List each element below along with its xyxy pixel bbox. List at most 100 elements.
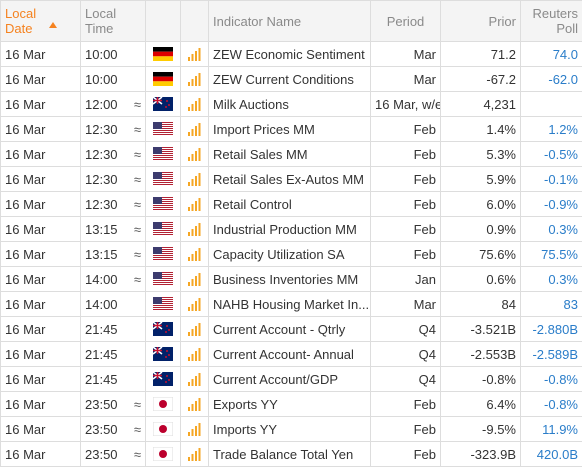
prior: -9.5% <box>482 421 516 437</box>
cell <box>520 91 582 117</box>
date: 16 Mar <box>5 121 46 137</box>
cell: -62.0 <box>520 66 582 92</box>
period: Mar <box>413 296 436 312</box>
header-cell[interactable]: Local Date <box>0 0 81 42</box>
importance-bars <box>187 348 200 361</box>
cell: 12:30 ≈ <box>80 116 146 142</box>
cell <box>145 141 181 167</box>
flag <box>153 397 173 411</box>
time: 12:30 <box>85 146 118 162</box>
poll: -0.5% <box>544 146 578 162</box>
prior: 5.3% <box>486 146 516 162</box>
event-row[interactable]: 16 Mar 23:50 ≈ Trade Balance Total Yen Feb -3… <box>0 441 582 467</box>
header-cell[interactable]: Local Time <box>80 0 146 42</box>
event-row[interactable]: 16 Mar 12:30 ≈ Retail Sales Ex-Autos MM Feb 5… <box>0 166 582 192</box>
header-text: Local Time <box>85 6 117 36</box>
importance-bars <box>187 198 200 211</box>
event-row[interactable]: 16 Mar 23:50 ≈ Exports YY Feb 6.4% -0.8% <box>0 391 582 417</box>
date: 16 Mar <box>5 296 46 312</box>
header-row: Local Date Local Time Indicator Name Per… <box>0 0 582 42</box>
flag <box>153 172 173 185</box>
event-row[interactable]: 16 Mar 23:50 ≈ Imports YY Feb -9.5% 11.9% <box>0 416 582 442</box>
cell: 12:30 ≈ <box>80 191 146 217</box>
event-row[interactable]: 16 Mar 12:00 ≈ Milk Auctions 16 Mar, w/e 4,23… <box>0 91 582 117</box>
header-cell[interactable]: Prior <box>440 0 521 42</box>
cell: Business Inventories MM <box>208 266 371 292</box>
cell: 16 Mar <box>0 341 81 367</box>
prior: 5.9% <box>486 171 516 187</box>
volatility-icon: ≈ <box>133 196 141 212</box>
event-row[interactable]: 16 Mar 12:30 ≈ Import Prices MM Feb 1.4% 1.2% <box>0 116 582 142</box>
importance-bars <box>187 173 200 186</box>
header-cell <box>145 0 181 42</box>
flag <box>153 347 173 361</box>
flag <box>153 222 173 235</box>
cell: 16 Mar <box>0 366 81 392</box>
indicator-name: Milk Auctions <box>213 96 289 112</box>
cell: Capacity Utilization SA <box>208 241 371 267</box>
cell: 83 <box>520 291 582 317</box>
cell: -0.9% <box>520 191 582 217</box>
cell <box>180 141 209 167</box>
prior: -67.2 <box>486 71 516 87</box>
flag <box>153 147 173 160</box>
period: Feb <box>413 146 436 162</box>
event-row[interactable]: 16 Mar 10:00 ZEW Economic Sentiment Mar 71.2… <box>0 41 582 67</box>
importance-bars <box>187 123 200 136</box>
cell <box>145 216 181 242</box>
indicator-name: Exports YY <box>213 396 278 412</box>
cell: 13:15 ≈ <box>80 241 146 267</box>
prior: -3.521B <box>470 321 516 337</box>
volatility-icon: ≈ <box>133 271 141 287</box>
header-cell[interactable]: Period <box>370 0 441 42</box>
cell: 6.4% <box>440 391 521 417</box>
indicator-name: Retail Sales MM <box>213 146 308 162</box>
cell <box>180 216 209 242</box>
time: 10:00 <box>85 46 118 62</box>
indicator-name: Business Inventories MM <box>213 271 359 287</box>
time: 12:00 <box>85 96 118 112</box>
cell: Feb <box>370 391 441 417</box>
cell: 16 Mar <box>0 241 81 267</box>
indicator-name: ZEW Current Conditions <box>213 71 354 87</box>
header-text: Reuters Poll <box>532 6 578 36</box>
importance-bars <box>187 323 200 336</box>
time: 12:30 <box>85 196 118 212</box>
event-row[interactable]: 16 Mar 10:00 ZEW Current Conditions Mar -67.… <box>0 66 582 92</box>
header-cell[interactable]: Indicator Name <box>208 0 371 42</box>
cell: ZEW Economic Sentiment <box>208 41 371 67</box>
cell: 10:00 <box>80 41 146 67</box>
cell: Feb <box>370 216 441 242</box>
cell: 12:00 ≈ <box>80 91 146 117</box>
event-row[interactable]: 16 Mar 21:45 Current Account/GDP Q4 -0.8% -0.… <box>0 366 582 392</box>
cell <box>145 91 181 117</box>
event-row[interactable]: 16 Mar 12:30 ≈ Retail Control Feb 6.0% -0.9% <box>0 191 582 217</box>
period: Feb <box>413 171 436 187</box>
event-row[interactable]: 16 Mar 14:00 ≈ Business Inventories MM Jan 0.… <box>0 266 582 292</box>
importance-bars <box>187 373 200 386</box>
cell: Current Account/GDP <box>208 366 371 392</box>
event-row[interactable]: 16 Mar 21:45 Current Account- Annual Q4 -2.5… <box>0 341 582 367</box>
cell <box>145 441 181 467</box>
event-row[interactable]: 16 Mar 14:00 NAHB Housing Market In... Mar 8… <box>0 291 582 317</box>
cell <box>145 266 181 292</box>
poll: 420.0B <box>536 446 578 462</box>
header-cell[interactable]: Reuters Poll <box>520 0 582 42</box>
poll: -0.8% <box>544 371 578 387</box>
period: Feb <box>413 446 436 462</box>
period: Mar <box>413 46 436 62</box>
prior: 1.4% <box>486 121 516 137</box>
event-row[interactable]: 16 Mar 13:15 ≈ Industrial Production MM Feb 0… <box>0 216 582 242</box>
event-row[interactable]: 16 Mar 12:30 ≈ Retail Sales MM Feb 5.3% -0.5% <box>0 141 582 167</box>
cell: -0.8% <box>520 391 582 417</box>
cell: -323.9B <box>440 441 521 467</box>
event-row[interactable]: 16 Mar 13:15 ≈ Capacity Utilization SA Feb 75… <box>0 241 582 267</box>
cell <box>180 91 209 117</box>
event-row[interactable]: 16 Mar 21:45 Current Account - Qtrly Q4 -3.5… <box>0 316 582 342</box>
prior: 75.6% <box>479 246 516 262</box>
flag <box>153 297 173 310</box>
period: Q4 <box>418 346 436 362</box>
indicator-name: Current Account/GDP <box>213 371 338 387</box>
